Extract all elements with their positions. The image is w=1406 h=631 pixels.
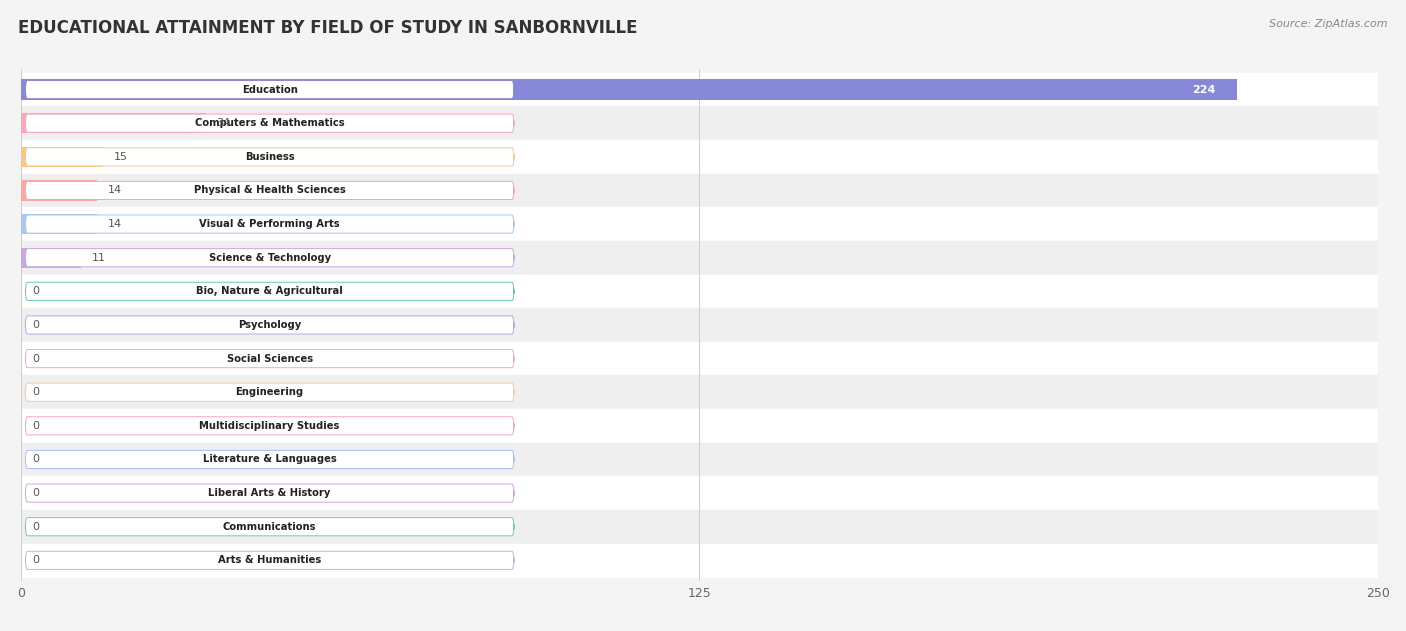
Bar bbox=[21, 147, 103, 167]
Text: Multidisciplinary Studies: Multidisciplinary Studies bbox=[200, 421, 340, 431]
Text: 15: 15 bbox=[114, 152, 128, 162]
FancyBboxPatch shape bbox=[25, 484, 513, 502]
FancyBboxPatch shape bbox=[25, 249, 513, 267]
FancyBboxPatch shape bbox=[25, 350, 513, 368]
Text: Visual & Performing Arts: Visual & Performing Arts bbox=[200, 219, 340, 229]
Text: Social Sciences: Social Sciences bbox=[226, 353, 312, 363]
Text: 0: 0 bbox=[32, 286, 39, 297]
Text: 0: 0 bbox=[32, 555, 39, 565]
Text: 0: 0 bbox=[32, 488, 39, 498]
Text: Education: Education bbox=[242, 85, 298, 95]
FancyBboxPatch shape bbox=[25, 416, 513, 435]
Text: Psychology: Psychology bbox=[238, 320, 301, 330]
FancyBboxPatch shape bbox=[25, 316, 513, 334]
Text: 0: 0 bbox=[32, 353, 39, 363]
FancyBboxPatch shape bbox=[25, 114, 513, 133]
Text: 0: 0 bbox=[32, 522, 39, 532]
Text: 224: 224 bbox=[1192, 85, 1215, 95]
FancyBboxPatch shape bbox=[25, 551, 513, 569]
Text: 14: 14 bbox=[108, 186, 122, 196]
Text: 11: 11 bbox=[91, 252, 105, 262]
FancyBboxPatch shape bbox=[25, 81, 513, 98]
Text: Physical & Health Sciences: Physical & Health Sciences bbox=[194, 186, 346, 196]
Text: 34: 34 bbox=[217, 118, 231, 128]
Text: 0: 0 bbox=[32, 387, 39, 398]
FancyBboxPatch shape bbox=[25, 181, 513, 199]
Text: 14: 14 bbox=[108, 219, 122, 229]
Text: Liberal Arts & History: Liberal Arts & History bbox=[208, 488, 330, 498]
FancyBboxPatch shape bbox=[25, 517, 513, 536]
FancyBboxPatch shape bbox=[25, 383, 513, 401]
Text: Engineering: Engineering bbox=[236, 387, 304, 398]
Text: Bio, Nature & Agricultural: Bio, Nature & Agricultural bbox=[197, 286, 343, 297]
Bar bbox=[21, 247, 80, 268]
Text: Source: ZipAtlas.com: Source: ZipAtlas.com bbox=[1270, 19, 1388, 29]
Text: Arts & Humanities: Arts & Humanities bbox=[218, 555, 322, 565]
FancyBboxPatch shape bbox=[25, 282, 513, 300]
Bar bbox=[21, 180, 97, 201]
Bar bbox=[21, 113, 205, 133]
Text: 0: 0 bbox=[32, 421, 39, 431]
Text: Literature & Languages: Literature & Languages bbox=[202, 454, 336, 464]
Bar bbox=[21, 214, 97, 234]
Text: Science & Technology: Science & Technology bbox=[208, 252, 330, 262]
Text: Communications: Communications bbox=[224, 522, 316, 532]
FancyBboxPatch shape bbox=[25, 451, 513, 469]
Text: Business: Business bbox=[245, 152, 294, 162]
Text: 0: 0 bbox=[32, 454, 39, 464]
Text: Computers & Mathematics: Computers & Mathematics bbox=[195, 118, 344, 128]
Text: 0: 0 bbox=[32, 320, 39, 330]
Text: EDUCATIONAL ATTAINMENT BY FIELD OF STUDY IN SANBORNVILLE: EDUCATIONAL ATTAINMENT BY FIELD OF STUDY… bbox=[18, 19, 638, 37]
Bar bbox=[21, 80, 1237, 100]
FancyBboxPatch shape bbox=[25, 215, 513, 233]
FancyBboxPatch shape bbox=[25, 148, 513, 166]
